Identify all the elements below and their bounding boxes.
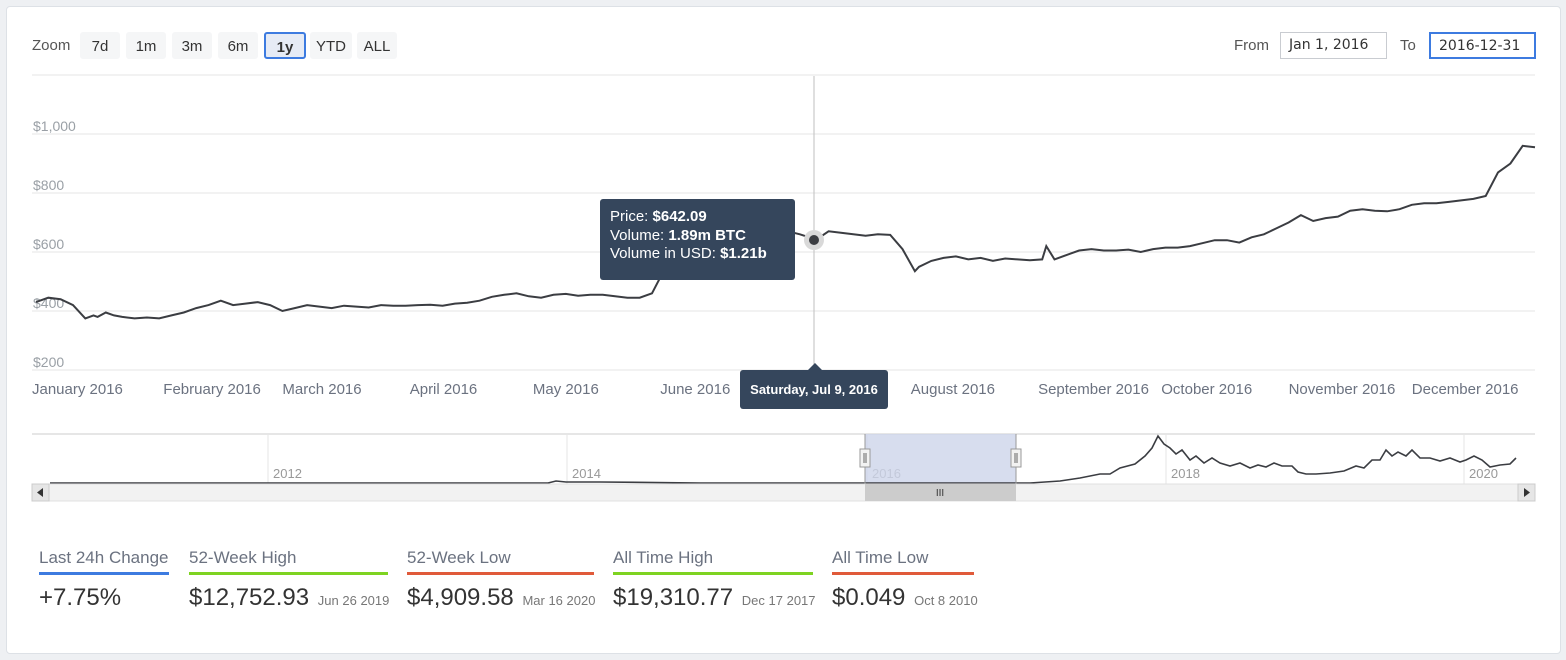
zoom-3m-button[interactable]: 3m xyxy=(172,32,212,59)
y-tick-label: $600 xyxy=(33,236,64,252)
stat-value-row: +7.75% xyxy=(39,584,169,612)
x-tick-label: January 2016 xyxy=(32,381,123,398)
arrow-left-icon xyxy=(37,488,43,497)
x-tick-label: August 2016 xyxy=(911,381,995,398)
stat-date: Oct 8 2010 xyxy=(914,593,978,608)
stat-label: All Time High xyxy=(613,548,813,575)
stat-date: Jun 26 2019 xyxy=(317,593,390,608)
stat-label: 52-Week High xyxy=(189,548,388,575)
zoom-all-button[interactable]: ALL xyxy=(357,32,397,59)
navigator-left-handle[interactable] xyxy=(859,448,871,468)
stat-52-week-low: 52-Week Low $4,909.58 Mar 16 2020 xyxy=(407,548,595,612)
stat-label: Last 24h Change xyxy=(39,548,169,575)
navigator-year-2018: 2018 xyxy=(1171,466,1200,481)
stat-date: Dec 17 2017 xyxy=(741,593,816,608)
zoom-1y-button[interactable]: 1y xyxy=(264,32,306,59)
stat-value: +7.75% xyxy=(39,584,122,611)
navigator-scrollbar-track[interactable] xyxy=(31,483,1536,502)
to-label: To xyxy=(1400,37,1416,54)
crosshair-date-label: Saturday, Jul 9, 2016 xyxy=(740,363,888,409)
x-tick-label: June 2016 xyxy=(660,381,730,398)
from-label: From xyxy=(1234,37,1269,54)
scrollbar-grip-icon: III xyxy=(936,488,944,499)
stat-label: 52-Week Low xyxy=(407,548,594,575)
hover-point[interactable] xyxy=(809,235,819,245)
stat-last-24h-change: Last 24h Change +7.75% xyxy=(39,548,169,612)
stat-all-time-low: All Time Low $0.049 Oct 8 2010 xyxy=(832,548,978,612)
y-tick-label: $1,000 xyxy=(33,118,76,134)
x-tick-label: September 2016 xyxy=(1038,381,1149,398)
tooltip-volume-usd-value: $1.21b xyxy=(720,245,767,262)
x-tick-label: February 2016 xyxy=(163,381,261,398)
stat-value: $12,752.93 xyxy=(189,584,310,611)
zoom-6m-button[interactable]: 6m xyxy=(218,32,258,59)
navigator-year-2012: 2012 xyxy=(273,466,302,481)
y-tick-label: $800 xyxy=(33,177,64,193)
navigator-year-2020: 2020 xyxy=(1469,466,1498,481)
stat-value: $0.049 xyxy=(832,584,906,611)
from-date-input[interactable]: Jan 1, 2016 xyxy=(1280,32,1387,59)
x-tick-label: November 2016 xyxy=(1289,381,1396,398)
tooltip-volume-usd-label: Volume in USD: xyxy=(610,245,716,262)
stat-52-week-high: 52-Week High $12,752.93 Jun 26 2019 xyxy=(189,548,389,612)
navigator-year-2014: 2014 xyxy=(572,466,601,481)
stat-value-row: $19,310.77 Dec 17 2017 xyxy=(613,584,816,612)
price-tooltip: Price: $642.09 Volume: 1.89m BTC Volume … xyxy=(600,199,795,280)
zoom-7d-button[interactable]: 7d xyxy=(80,32,120,59)
x-tick-label: December 2016 xyxy=(1412,381,1519,398)
tooltip-volume-label: Volume: xyxy=(610,226,665,244)
zoom-label: Zoom xyxy=(32,37,71,54)
to-date-input[interactable]: 2016-12-31 xyxy=(1429,32,1536,59)
tooltip-volume-value: 1.89m BTC xyxy=(668,226,746,244)
x-tick-label: March 2016 xyxy=(282,381,361,398)
stat-value-row: $12,752.93 Jun 26 2019 xyxy=(189,584,389,612)
y-tick-label: $200 xyxy=(33,354,64,370)
stat-value-row: $4,909.58 Mar 16 2020 xyxy=(407,584,595,612)
stat-value: $4,909.58 xyxy=(407,584,514,611)
x-tick-label: October 2016 xyxy=(1161,381,1252,398)
tooltip-price-value: $642.09 xyxy=(652,208,707,225)
tooltip-price-label: Price: xyxy=(610,208,649,225)
x-axis: January 2016 February 2016 March 2016 April… xyxy=(32,381,1519,398)
navigator-series-line xyxy=(50,434,1517,484)
x-tick-label: April 2016 xyxy=(410,381,478,398)
price-chart-card xyxy=(6,6,1561,654)
y-axis: $200$400$600$800$1,000 xyxy=(33,118,76,370)
stat-label: All Time Low xyxy=(832,548,974,575)
zoom-ytd-button[interactable]: YTD xyxy=(310,32,352,59)
navigator-scrollbar-thumb[interactable] xyxy=(865,484,1016,501)
arrow-right-icon xyxy=(1524,488,1530,497)
navigator-right-handle[interactable] xyxy=(1010,448,1022,468)
zoom-1m-button[interactable]: 1m xyxy=(126,32,166,59)
stat-value: $19,310.77 xyxy=(613,584,734,611)
stat-date: Mar 16 2020 xyxy=(522,593,596,608)
navigator-selection-mask[interactable] xyxy=(865,434,1016,484)
x-tick-label: May 2016 xyxy=(533,381,599,398)
stat-all-time-high: All Time High $19,310.77 Dec 17 2017 xyxy=(613,548,816,612)
stat-value-row: $0.049 Oct 8 2010 xyxy=(832,584,978,612)
navigator[interactable]: 2012 2014 2016 2018 2020 III xyxy=(0,430,1566,510)
price-line-chart[interactable]: $200$400$600$800$1,000 January 2016 Febru… xyxy=(0,0,1566,420)
